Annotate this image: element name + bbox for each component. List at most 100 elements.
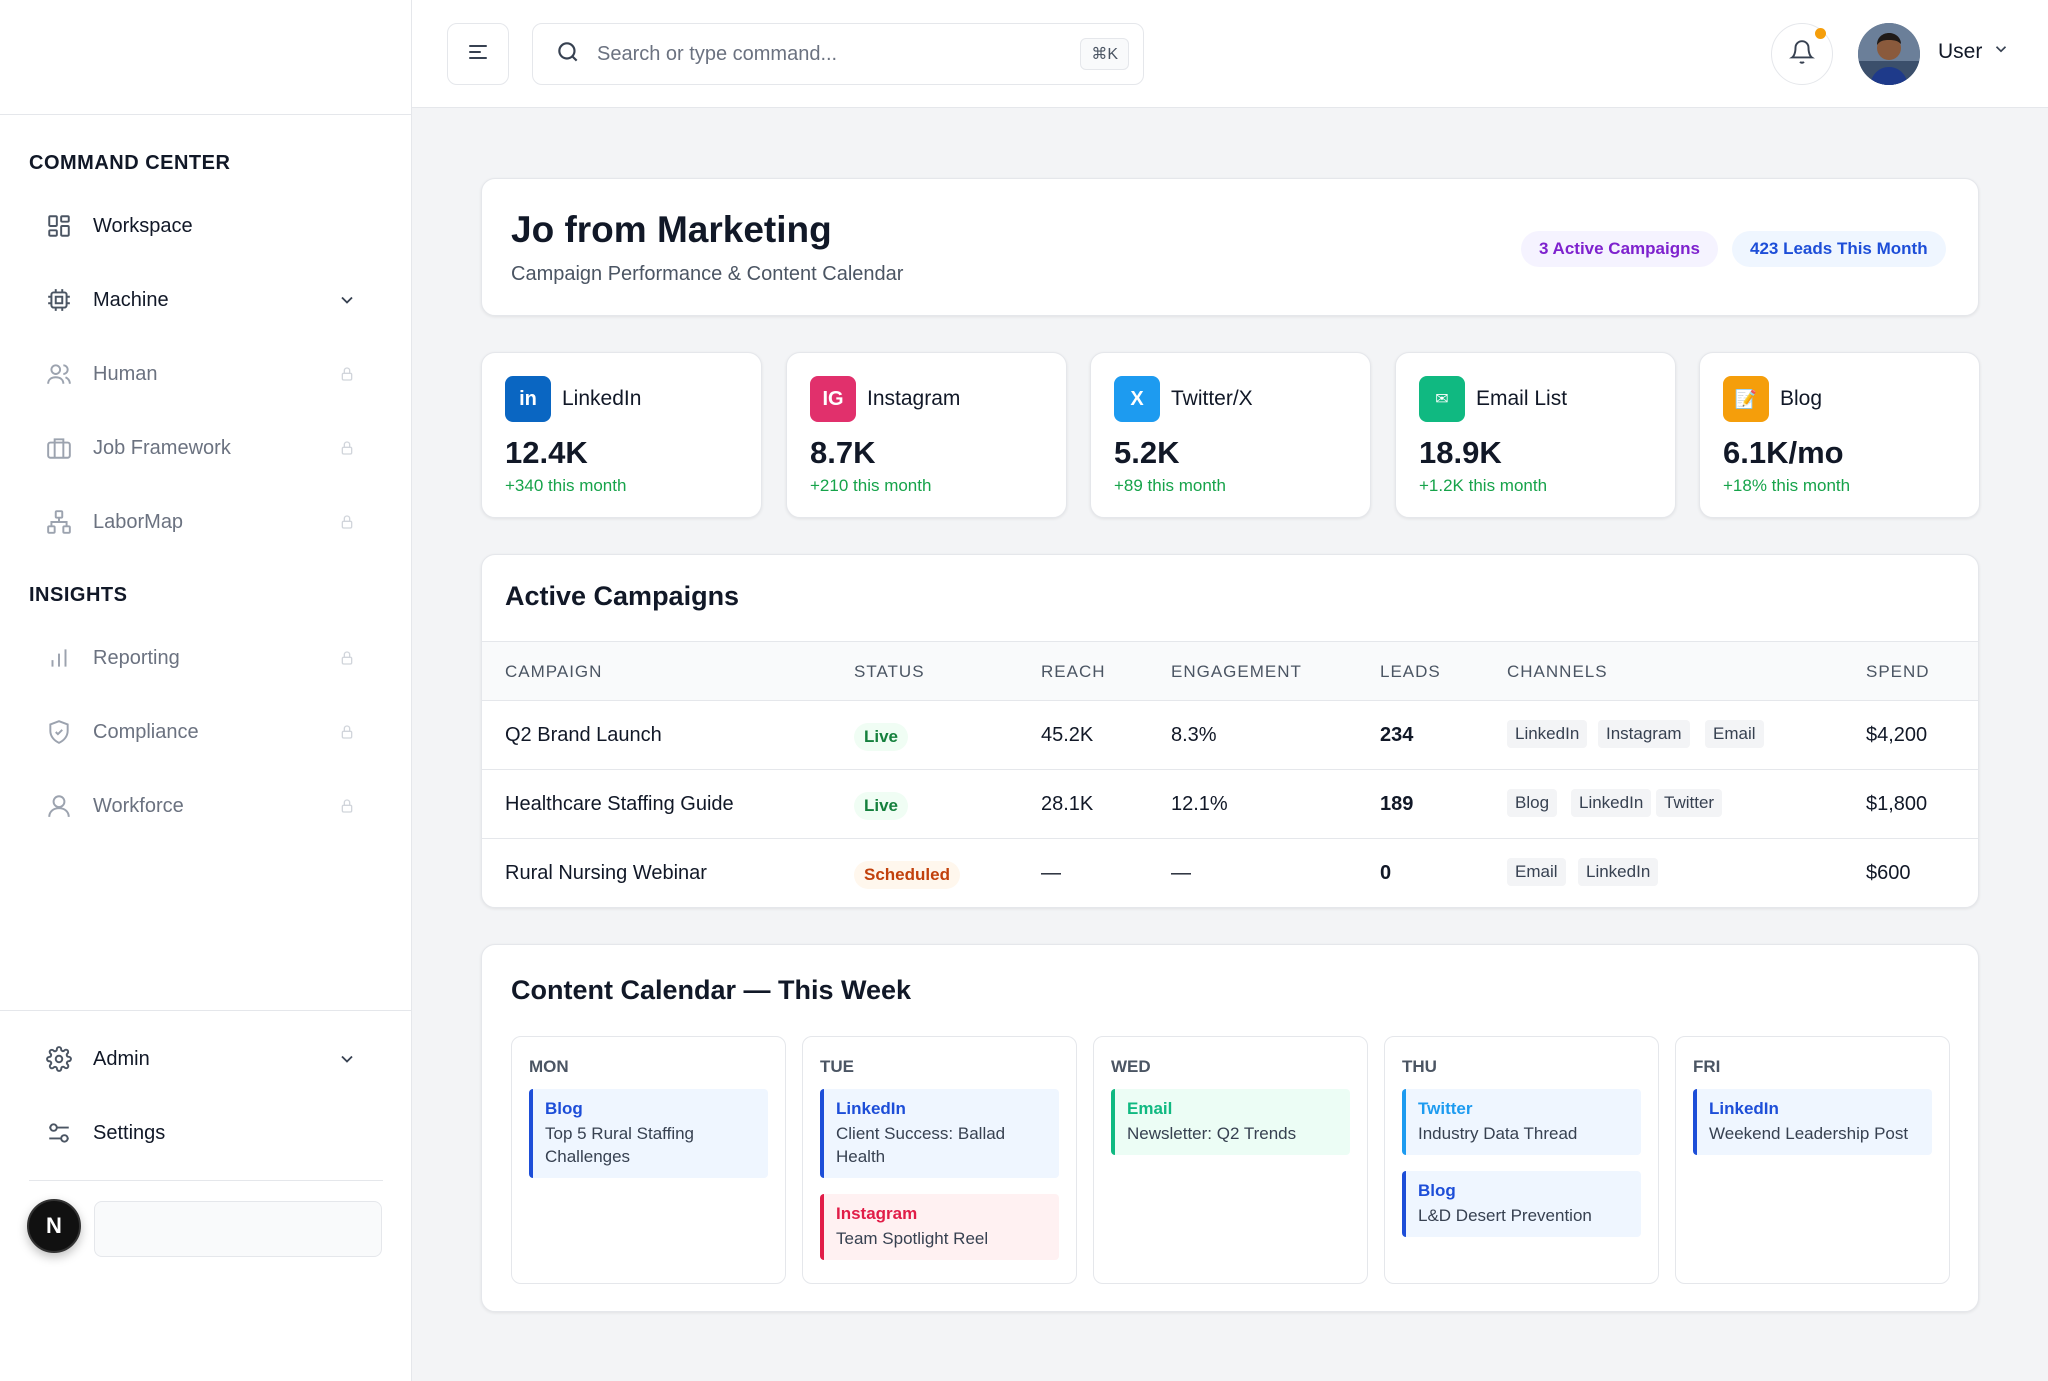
day-name: MON — [529, 1057, 569, 1076]
column-header[interactable]: CAMPAIGN — [505, 662, 603, 681]
search-bar[interactable]: ⌘K — [532, 23, 1144, 85]
leads-value: 0 — [1380, 862, 1392, 884]
campaign-name: Q2 Brand Launch — [505, 724, 662, 746]
stat-card-blog[interactable]: 📝 Blog 6.1K/mo +18% this month — [1699, 352, 1980, 518]
briefcase-icon — [43, 432, 75, 464]
profile-header-card: Jo from Marketing Campaign Performance &… — [481, 178, 1979, 316]
calendar-event[interactable]: LinkedIn Weekend Leadership Post — [1693, 1089, 1932, 1155]
spend-value: $600 — [1866, 862, 1911, 884]
stat-delta: +18% this month — [1723, 476, 1851, 495]
table-row[interactable]: Q2 Brand Launch Live 45.2K 8.3% 234 Link… — [482, 701, 1978, 770]
user-menu[interactable]: User — [1938, 40, 2010, 64]
sidebar-footer — [0, 1010, 412, 1381]
channel-chip: Twitter — [1656, 789, 1723, 817]
column-header[interactable]: SPEND — [1866, 662, 1930, 681]
menu-toggle-button[interactable] — [447, 23, 509, 85]
calendar-event[interactable]: LinkedIn Client Success: Ballad Health — [820, 1089, 1059, 1178]
sidebar-item-human[interactable]: Human — [29, 348, 369, 400]
sidebar-item-admin[interactable]: Admin — [29, 1033, 369, 1085]
stat-value: 5.2K — [1114, 435, 1180, 470]
column-header[interactable]: ENGAGEMENT — [1171, 662, 1302, 681]
sidebar-item-settings[interactable]: Settings — [29, 1107, 369, 1159]
event-channel: Instagram — [836, 1204, 918, 1223]
users-icon — [43, 358, 75, 390]
day-name: THU — [1402, 1057, 1437, 1076]
day-name: TUE — [820, 1057, 854, 1076]
calendar-event[interactable]: Blog Top 5 Rural Staffing Challenges — [529, 1089, 768, 1178]
column-header[interactable]: CHANNELS — [1507, 662, 1608, 681]
user-name-label: User — [1938, 40, 1983, 63]
sidebar-item-workspace[interactable]: Workspace — [29, 200, 369, 252]
channel-chip: Blog — [1507, 789, 1558, 817]
avatar[interactable] — [1858, 23, 1920, 85]
gear-icon — [43, 1043, 75, 1075]
sliders-icon — [43, 1117, 75, 1149]
calendar-event[interactable]: Blog L&D Desert Prevention — [1402, 1171, 1641, 1237]
chevron-down-icon — [1992, 40, 2010, 64]
content-calendar-card: Content Calendar — This Week MON Blog To… — [481, 944, 1979, 1312]
day-column-wed: WED Email Newsletter: Q2 Trends — [1093, 1036, 1368, 1284]
topbar: ⌘K User — [412, 0, 2048, 108]
calendar-event[interactable]: Twitter Industry Data Thread — [1402, 1089, 1641, 1155]
spend-value: $1,800 — [1866, 793, 1928, 815]
sidebar-item-label: Human — [93, 362, 158, 385]
table-row[interactable]: Rural Nursing Webinar Scheduled — — 0 Em… — [482, 839, 1978, 907]
sidebar-user-box[interactable] — [94, 1201, 382, 1257]
sidebar-item-machine[interactable]: Machine — [29, 274, 369, 326]
instagram-icon: IG — [810, 376, 856, 422]
stat-value: 12.4K — [505, 435, 588, 470]
menu-icon — [466, 40, 490, 69]
section-command-center: COMMAND CENTER — [29, 152, 231, 174]
event-channel: Twitter — [1418, 1099, 1473, 1118]
day-column-mon: MON Blog Top 5 Rural Staffing Challenges — [511, 1036, 786, 1284]
stat-card-instagram[interactable]: IG Instagram 8.7K +210 this month — [786, 352, 1067, 518]
sidebar-item-workforce[interactable]: Workforce — [29, 780, 369, 832]
sidebar-item-compliance[interactable]: Compliance — [29, 706, 369, 758]
notifications-button[interactable] — [1771, 23, 1833, 85]
column-header[interactable]: REACH — [1041, 662, 1106, 681]
calendar-event[interactable]: Email Newsletter: Q2 Trends — [1111, 1089, 1350, 1155]
engagement-value: 12.1% — [1171, 793, 1228, 815]
event-title: L&D Desert Prevention — [1418, 1206, 1592, 1225]
engagement-value: — — [1171, 862, 1191, 884]
sidebar-header — [0, 0, 411, 115]
lock-icon — [335, 794, 359, 818]
stat-value: 18.9K — [1419, 435, 1502, 470]
page-subtitle: Campaign Performance & Content Calendar — [511, 263, 904, 285]
linkedin-icon: in — [505, 376, 551, 422]
sidebar-item-job-framework[interactable]: Job Framework — [29, 422, 369, 474]
calendar-event[interactable]: Instagram Team Spotlight Reel — [820, 1194, 1059, 1260]
campaign-name: Rural Nursing Webinar — [505, 862, 707, 884]
stat-card-linkedin[interactable]: in LinkedIn 12.4K +340 this month — [481, 352, 762, 518]
lock-icon — [335, 646, 359, 670]
chevron-down-icon — [335, 1047, 359, 1071]
sidebar-item-labormap[interactable]: LaborMap — [29, 496, 369, 548]
twitter-x-icon: X — [1114, 376, 1160, 422]
search-input[interactable] — [597, 42, 1081, 66]
event-channel: Email — [1127, 1099, 1173, 1118]
bell-icon — [1789, 39, 1815, 70]
stat-card-twitter[interactable]: X Twitter/X 5.2K +89 this month — [1090, 352, 1371, 518]
sidebar-item-reporting[interactable]: Reporting — [29, 632, 369, 684]
stat-delta: +89 this month — [1114, 476, 1226, 495]
reach-value: 28.1K — [1041, 793, 1094, 815]
campaign-name: Healthcare Staffing Guide — [505, 793, 734, 815]
event-title: Newsletter: Q2 Trends — [1127, 1124, 1297, 1143]
event-title: Industry Data Thread — [1418, 1124, 1578, 1143]
reach-value: 45.2K — [1041, 724, 1094, 746]
day-column-thu: THU Twitter Industry Data Thread Blog L&… — [1384, 1036, 1659, 1284]
stat-card-email[interactable]: ✉ Email List 18.9K +1.2K this month — [1395, 352, 1676, 518]
lock-icon — [335, 362, 359, 386]
table-row[interactable]: Healthcare Staffing Guide Live 28.1K 12.… — [482, 770, 1978, 839]
event-title: Weekend Leadership Post — [1709, 1124, 1909, 1143]
channel-chip: Email — [1705, 720, 1764, 748]
active-campaigns-badge: 3 Active Campaigns — [1521, 231, 1718, 267]
email-icon: ✉ — [1419, 376, 1465, 422]
notification-dot — [1815, 28, 1826, 39]
column-header[interactable]: LEADS — [1380, 662, 1441, 681]
next-badge[interactable]: N — [27, 1199, 81, 1253]
channel-chip: LinkedIn — [1507, 720, 1588, 748]
column-header[interactable]: STATUS — [854, 662, 925, 681]
event-channel: LinkedIn — [836, 1099, 906, 1118]
stat-name: Email List — [1476, 387, 1568, 410]
